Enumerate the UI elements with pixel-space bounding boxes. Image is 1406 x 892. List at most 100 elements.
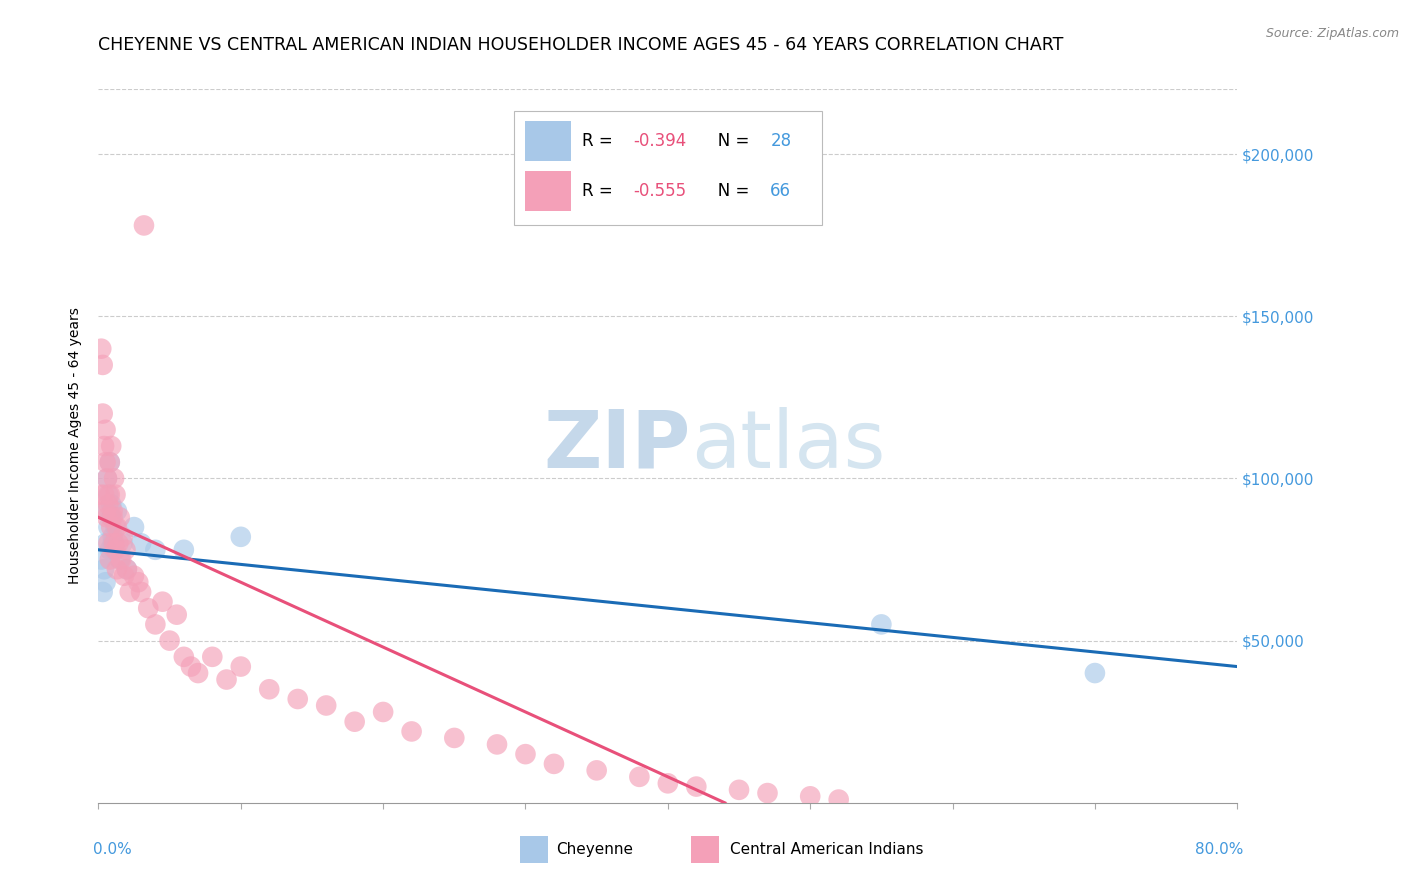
Text: 28: 28 <box>770 132 792 150</box>
Point <box>129 536 152 550</box>
Point <box>100 510 122 524</box>
Point <box>98 552 121 566</box>
Point <box>96 471 118 485</box>
Point <box>93 439 115 453</box>
Point <box>98 542 121 557</box>
Point <box>112 568 135 582</box>
Point <box>315 698 337 713</box>
Point <box>173 542 195 557</box>
Point <box>115 562 138 576</box>
Text: -0.394: -0.394 <box>634 132 688 150</box>
Point <box>101 536 124 550</box>
Point <box>201 649 224 664</box>
Point <box>122 568 145 582</box>
Point <box>96 504 118 518</box>
Point <box>98 455 121 469</box>
Text: atlas: atlas <box>690 407 884 485</box>
Point <box>93 562 115 576</box>
Y-axis label: Householder Income Ages 45 - 64 years: Householder Income Ages 45 - 64 years <box>69 308 83 584</box>
Point <box>94 455 117 469</box>
Point <box>110 552 132 566</box>
Point <box>97 488 120 502</box>
Point <box>187 666 209 681</box>
Point <box>104 488 127 502</box>
Bar <box>526 171 571 211</box>
Point <box>229 530 252 544</box>
Point <box>104 520 127 534</box>
Text: Central American Indians: Central American Indians <box>731 842 924 857</box>
Point <box>486 738 509 752</box>
Point <box>103 471 125 485</box>
Text: 66: 66 <box>770 182 792 200</box>
Text: 80.0%: 80.0% <box>1195 842 1243 857</box>
Point <box>98 488 121 502</box>
Point <box>91 358 114 372</box>
Text: R =: R = <box>582 182 619 200</box>
Point <box>90 552 112 566</box>
Text: ZIP: ZIP <box>543 407 690 485</box>
Point <box>685 780 707 794</box>
Point <box>132 219 155 233</box>
Point <box>129 585 152 599</box>
Point <box>94 423 117 437</box>
Point <box>96 510 118 524</box>
Point <box>115 562 138 576</box>
Point <box>173 649 195 664</box>
Text: Source: ZipAtlas.com: Source: ZipAtlas.com <box>1265 27 1399 40</box>
Point <box>136 601 159 615</box>
Point <box>104 542 127 557</box>
Point <box>103 536 125 550</box>
Point <box>91 585 114 599</box>
Text: Cheyenne: Cheyenne <box>557 842 633 857</box>
Point <box>91 407 114 421</box>
Text: CHEYENNE VS CENTRAL AMERICAN INDIAN HOUSEHOLDER INCOME AGES 45 - 64 YEARS CORREL: CHEYENNE VS CENTRAL AMERICAN INDIAN HOUS… <box>98 36 1064 54</box>
Point <box>89 488 111 502</box>
Point <box>401 724 423 739</box>
Point <box>108 510 131 524</box>
Point <box>111 536 134 550</box>
Point <box>101 530 124 544</box>
Point <box>96 471 118 485</box>
Point <box>756 786 779 800</box>
Point <box>103 542 125 557</box>
Text: R =: R = <box>582 132 619 150</box>
Point <box>443 731 465 745</box>
Point <box>122 520 145 534</box>
Text: N =: N = <box>702 132 755 150</box>
Bar <box>690 837 718 863</box>
Point <box>100 439 122 453</box>
Point <box>215 673 238 687</box>
Point <box>111 530 134 544</box>
Point <box>870 617 893 632</box>
Point <box>728 782 751 797</box>
Point <box>343 714 366 729</box>
Bar <box>520 837 548 863</box>
Point <box>229 659 252 673</box>
Point <box>101 504 124 518</box>
Point <box>166 607 188 622</box>
Point <box>287 692 309 706</box>
Bar <box>526 121 571 161</box>
Point <box>97 536 120 550</box>
Point <box>100 497 122 511</box>
Point <box>90 342 112 356</box>
Text: 0.0%: 0.0% <box>93 842 132 857</box>
Text: -0.555: -0.555 <box>634 182 686 200</box>
Point <box>585 764 607 778</box>
Point <box>105 504 128 518</box>
Point <box>180 659 202 673</box>
Point <box>628 770 651 784</box>
Point <box>118 585 141 599</box>
Point <box>152 595 174 609</box>
Point <box>94 575 117 590</box>
Point <box>114 542 136 557</box>
Point <box>657 776 679 790</box>
Point <box>105 562 128 576</box>
Point <box>100 520 122 534</box>
Point <box>828 792 851 806</box>
Point <box>98 455 121 469</box>
Point <box>93 488 115 502</box>
Point <box>97 520 120 534</box>
Point <box>543 756 565 771</box>
Point <box>108 552 131 566</box>
